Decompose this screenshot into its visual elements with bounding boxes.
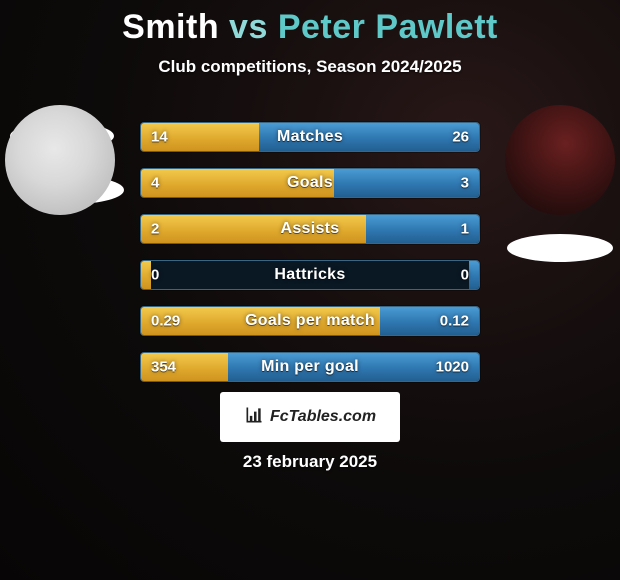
stat-label: Hattricks: [141, 266, 479, 284]
stat-label: Matches: [141, 128, 479, 146]
stat-row: 3541020Min per goal: [140, 352, 480, 382]
placeholder-ellipse: [507, 234, 613, 262]
placeholder-ellipse: [22, 176, 124, 204]
player1-name: Smith: [122, 8, 219, 46]
stats-bar-chart: 1426Matches 43Goals 21Assists 00Hattricks 0.…: [140, 122, 480, 398]
stat-row: 0.290.12Goals per match: [140, 306, 480, 336]
stat-row: 1426Matches: [140, 122, 480, 152]
brand-badge[interactable]: FcTables.com: [220, 392, 400, 442]
player2-avatar: [505, 105, 615, 215]
stat-row: 00Hattricks: [140, 260, 480, 290]
subtitle: Club competitions, Season 2024/2025: [0, 57, 620, 77]
stat-row: 43Goals: [140, 168, 480, 198]
vs-label: vs: [229, 8, 268, 46]
stat-label: Assists: [141, 220, 479, 238]
placeholder-ellipse: [10, 122, 114, 150]
stat-row: 21Assists: [140, 214, 480, 244]
stat-label: Goals per match: [141, 312, 479, 330]
page-title: Smith vs Peter Pawlett: [0, 0, 620, 47]
comparison-widget: Smith vs Peter Pawlett Club competitions…: [0, 0, 620, 580]
date-label: 23 february 2025: [0, 452, 620, 472]
stat-label: Min per goal: [141, 358, 479, 376]
brand-text: FcTables.com: [270, 408, 376, 426]
chart-icon: [244, 405, 264, 430]
player2-name: Peter Pawlett: [278, 8, 498, 46]
stat-label: Goals: [141, 174, 479, 192]
